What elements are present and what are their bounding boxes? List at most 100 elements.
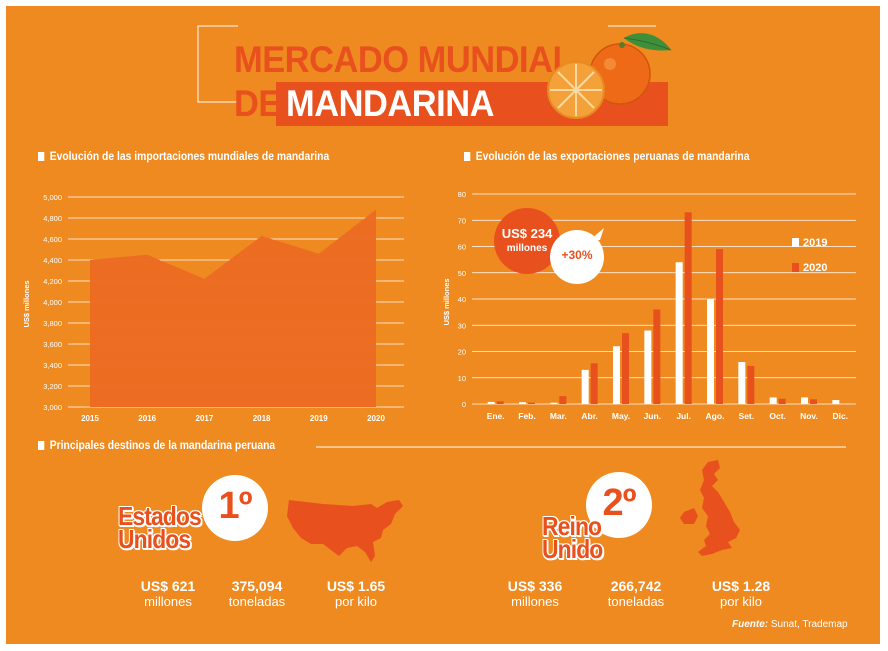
bullet-square xyxy=(464,152,471,161)
stat-uk-value: US$ 336 millones xyxy=(507,578,563,610)
x-tick-label: 2015 xyxy=(81,414,99,423)
bar-2020-abr xyxy=(590,363,598,404)
y-tick-label: 4,600 xyxy=(43,235,62,244)
bar-2020-jul xyxy=(684,212,692,404)
exports-section-title: Evolución de las exportaciones peruanas … xyxy=(464,151,749,163)
y-tick-label: 3,200 xyxy=(43,382,62,391)
y-tick-label: 40 xyxy=(458,295,466,304)
stat-uk-volume: 266,742 toneladas xyxy=(607,578,665,610)
stat-usa-value: US$ 621 millones xyxy=(140,578,196,610)
y-tick-label: 80 xyxy=(458,190,466,199)
divider-line xyxy=(316,446,846,448)
total-unit: millones xyxy=(506,243,548,254)
y-tick-label: 4,000 xyxy=(43,298,62,307)
x-tick-label: Jun. xyxy=(644,411,661,421)
x-tick-label: Ene. xyxy=(487,411,505,421)
y-tick-label: 60 xyxy=(458,243,466,252)
bar-2020-feb xyxy=(528,402,535,404)
bar-2019-nov xyxy=(801,397,808,404)
y-tick-label: 5,000 xyxy=(43,193,62,202)
bar-2020-ene xyxy=(496,401,504,404)
y-axis-label: US$ millones xyxy=(22,280,31,327)
x-tick-label: 2019 xyxy=(310,414,328,423)
growth-value: +30% xyxy=(561,248,593,262)
x-tick-label: 2017 xyxy=(196,414,214,423)
bar-2020-mar xyxy=(559,396,567,404)
x-tick-label: Jul. xyxy=(676,411,691,421)
destination-name-uk: Reino Unido xyxy=(542,511,603,564)
y-tick-label: 4,800 xyxy=(43,214,62,223)
title-line-1: MERCADO MUNDIAL xyxy=(234,39,574,80)
x-tick-label: 2018 xyxy=(253,414,271,423)
growth-arrow-icon xyxy=(590,228,604,240)
rank-badge-1: 1º xyxy=(202,475,268,541)
y-tick-label: 3,400 xyxy=(43,361,62,370)
y-tick-label: 4,200 xyxy=(43,277,62,286)
bar-2019-ago xyxy=(707,299,714,404)
y-tick-label: 50 xyxy=(458,269,466,278)
bar-2019-mar xyxy=(550,402,558,404)
x-tick-label: Ago. xyxy=(706,411,725,421)
bar-2019-jul xyxy=(675,262,683,404)
bar-2019-jun xyxy=(644,330,652,404)
bar-2020-jun xyxy=(653,309,661,404)
total-bubble: US$ 234 millones xyxy=(494,208,560,274)
usa-map-icon xyxy=(287,500,403,562)
y-tick-label: 3,000 xyxy=(43,403,62,412)
infographic-poster: MERCADO MUNDIAL DE MANDARINA Evolución d… xyxy=(6,6,880,644)
exports-bar-chart: 0 10 20 30 40 50 60 70 80 Ene. Feb. Mar. Abr. May. Jun… xyxy=(442,190,856,421)
bar-2019-feb xyxy=(519,402,526,404)
destination-name-usa: Estados Unidos xyxy=(118,501,202,554)
bar-2019-may xyxy=(613,346,620,404)
stat-usa-volume: 375,094 toneladas xyxy=(228,578,286,610)
y-tick-label: 30 xyxy=(458,321,466,330)
bar-2020-ago xyxy=(716,249,723,404)
legend-item-2020: 2020 xyxy=(792,262,827,274)
stat-uk-price: US$ 1.28 por kilo xyxy=(711,578,771,610)
bar-2020-may xyxy=(622,333,629,404)
x-tick-label: Nov. xyxy=(800,411,818,421)
legend-swatch xyxy=(792,238,799,247)
y-tick-label: 3,600 xyxy=(43,340,62,349)
y-tick-label: 3,800 xyxy=(43,319,62,328)
legend-item-2019: 2019 xyxy=(792,237,827,249)
bullet-square xyxy=(38,152,45,161)
x-tick-label: Mar. xyxy=(550,411,567,421)
bar-2019-ene xyxy=(487,401,495,404)
bar-2019-set xyxy=(738,362,746,404)
y-tick-label: 20 xyxy=(458,348,466,357)
source-note: Fuente: Sunat, Trademap xyxy=(732,619,848,630)
x-tick-label: 2020 xyxy=(367,414,385,423)
x-tick-label: May. xyxy=(612,411,630,421)
total-value: US$ 234 xyxy=(501,226,553,241)
x-tick-label: Feb. xyxy=(518,411,535,421)
y-axis-label: US$ millones xyxy=(442,278,451,325)
destinations-section-title: Principales destinos de la mandarina per… xyxy=(38,440,275,452)
uk-map-icon xyxy=(680,460,740,556)
bar-2019-oct xyxy=(769,397,777,404)
mandarin-icon xyxy=(547,33,672,119)
x-tick-label: 2016 xyxy=(138,414,156,423)
y-tick-label: 70 xyxy=(458,216,466,225)
title-prefix: DE xyxy=(234,83,281,124)
stat-usa-price: US$ 1.65 por kilo xyxy=(326,578,386,610)
area-series xyxy=(90,209,376,407)
rank-badge-2: 2º xyxy=(586,472,652,538)
x-tick-label: Oct. xyxy=(769,411,786,421)
x-tick-label: Abr. xyxy=(581,411,598,421)
y-tick-label: 10 xyxy=(458,374,466,383)
title-highlight: MANDARINA xyxy=(286,83,495,124)
bar-2019-abr xyxy=(581,369,589,404)
rank-value: 2º xyxy=(602,482,636,524)
legend-swatch xyxy=(792,263,799,272)
bar-2019-dic xyxy=(832,400,840,404)
x-tick-label: Dic. xyxy=(833,411,849,421)
bar-2020-nov xyxy=(810,399,817,404)
bullet-square xyxy=(38,441,45,450)
rank-value: 1º xyxy=(218,485,252,527)
bar-2020-set xyxy=(747,365,755,404)
bar-2020-oct xyxy=(778,398,786,404)
y-tick-label: 0 xyxy=(462,400,466,409)
y-tick-label: 4,400 xyxy=(43,256,62,265)
imports-section-title: Evolución de las importaciones mundiales… xyxy=(38,151,329,163)
